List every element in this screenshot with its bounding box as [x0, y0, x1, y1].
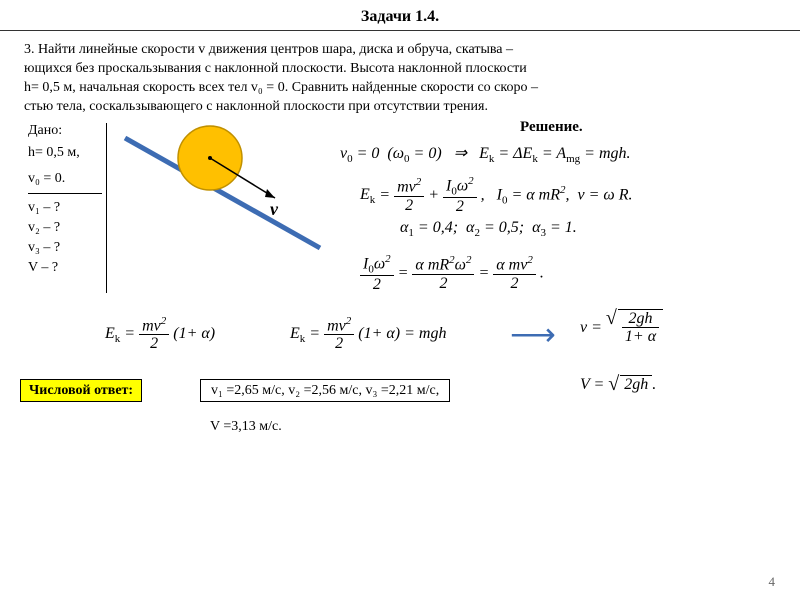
vertical-divider	[106, 123, 107, 293]
arrow-icon: ⟶	[510, 315, 556, 353]
given-line: v₀ = 0.	[28, 171, 118, 187]
eq-ek-mgh: Ek = mv22 (1+ α) = mgh	[290, 315, 446, 354]
given-block: Дано: h= 0,5 м, v₀ = 0. v₁ – ? v₂ – ? v₃…	[28, 123, 118, 280]
unknown-line: v₁ – ?	[28, 200, 118, 216]
physics-diagram: v	[120, 113, 340, 263]
unknown-line: v₂ – ?	[28, 220, 118, 236]
divider	[28, 193, 102, 194]
solution-header: Решение.	[520, 119, 583, 136]
eq-V-result: V = √ 2gh .	[580, 375, 656, 394]
answer-box: v₁ =2,65 м/с, v₂ =2,56 м/с, v₃ =2,21 м/с…	[200, 381, 450, 399]
eq-fractions: I0ω22 = α mR2ω22 = α mv22 .	[360, 253, 544, 294]
problem-line: 3. Найти линейные скорости v движения це…	[24, 41, 780, 60]
eq-initial: v0 = 0 (ω0 = 0) ⇒ Ek = ΔEk = Amg = mgh.	[340, 143, 631, 165]
given-line: h= 0,5 м,	[28, 145, 118, 161]
problem-line: h= 0,5 м, начальная скорость всех тел v₀…	[24, 79, 780, 98]
problem-statement: 3. Найти линейные скорости v движения це…	[0, 31, 800, 123]
problem-line: ющихся без проскальзывания с наклонной п…	[24, 60, 780, 79]
given-header: Дано:	[28, 123, 118, 139]
eq-v-result: v = √ 2gh1+ α	[580, 309, 663, 346]
unknown-line: V – ?	[28, 260, 118, 276]
v-label: v	[270, 199, 279, 219]
answer-V: V =3,13 м/с.	[210, 419, 282, 435]
unknown-line: v₃ – ?	[28, 240, 118, 256]
page-number: 4	[769, 574, 776, 590]
eq-ek: Ek = mv22 + I0ω22 , I0 = α mR2, v = ω R.	[360, 175, 633, 216]
eq-ek-alpha: Ek = mv22 (1+ α)	[105, 315, 215, 354]
answer-label: Числовой ответ:	[20, 381, 142, 399]
arrow-head	[265, 189, 275, 198]
page-title: Задачи 1.4.	[0, 0, 800, 31]
eq-alphas: α1 = 0,4; α2 = 0,5; α3 = 1.	[400, 219, 577, 239]
